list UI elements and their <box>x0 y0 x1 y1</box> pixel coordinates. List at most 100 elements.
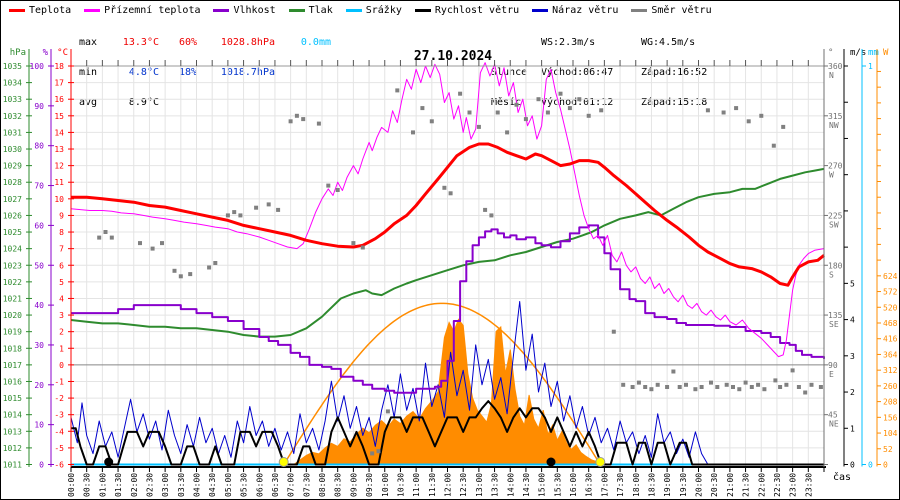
svg-text:100: 100 <box>30 62 45 71</box>
svg-text:60: 60 <box>34 221 44 230</box>
svg-text:20:00: 20:00 <box>695 473 704 497</box>
legend-item-sm-r-v-tru: Směr větru <box>631 5 712 16</box>
svg-text:20: 20 <box>34 381 44 390</box>
svg-text:E: E <box>829 370 834 379</box>
legend-color-dash <box>345 9 362 12</box>
svg-text:03:30: 03:30 <box>177 473 186 497</box>
legend-item-vlhkost: Vlhkost <box>213 5 276 16</box>
svg-text:1014: 1014 <box>3 411 22 420</box>
svg-text:08:00: 08:00 <box>318 473 327 497</box>
svg-text:17:30: 17:30 <box>616 473 625 497</box>
svg-text:15:00: 15:00 <box>538 473 547 497</box>
svg-text:hPa: hPa <box>10 48 26 58</box>
svg-text:10:00: 10:00 <box>381 473 390 497</box>
legend-item-rychlost-v-tru: Rychlost větru <box>414 5 520 16</box>
svg-text:40: 40 <box>34 301 44 310</box>
svg-text:90: 90 <box>34 102 44 111</box>
svg-text:1017: 1017 <box>3 361 22 370</box>
svg-text:4: 4 <box>850 316 855 325</box>
legend-item-label: Vlhkost <box>233 5 276 16</box>
svg-text:09:30: 09:30 <box>365 473 374 497</box>
svg-text:čas: čas <box>833 471 851 483</box>
svg-text:6: 6 <box>59 261 64 270</box>
svg-text:14: 14 <box>54 128 64 137</box>
svg-text:20:30: 20:30 <box>710 473 719 497</box>
svg-text:06:30: 06:30 <box>271 473 280 497</box>
svg-text:30: 30 <box>34 341 44 350</box>
svg-text:16: 16 <box>54 95 64 104</box>
svg-text:-3: -3 <box>54 411 64 420</box>
svg-text:90: 90 <box>828 361 838 370</box>
svg-text:16:30: 16:30 <box>585 473 594 497</box>
svg-text:01:00: 01:00 <box>98 473 107 497</box>
svg-text:7: 7 <box>59 245 64 254</box>
svg-text:1015: 1015 <box>3 394 22 403</box>
svg-text:00:00: 00:00 <box>67 473 76 497</box>
svg-text:2: 2 <box>850 388 855 397</box>
svg-text:05:00: 05:00 <box>224 473 233 497</box>
svg-text:1030: 1030 <box>3 145 22 154</box>
svg-text:W: W <box>829 171 834 180</box>
svg-text:18:00: 18:00 <box>632 473 641 497</box>
max-label: max <box>79 37 98 48</box>
legend: Teplota Přízemní teplota Vlhkost Tlak Srážky… <box>9 5 712 16</box>
svg-text:06:00: 06:00 <box>255 473 264 497</box>
svg-text:21:30: 21:30 <box>742 473 751 497</box>
svg-text:15:30: 15:30 <box>553 473 562 497</box>
svg-text:10:30: 10:30 <box>396 473 405 497</box>
svg-text:1032: 1032 <box>3 112 22 121</box>
svg-text:315: 315 <box>828 112 843 121</box>
svg-text:364: 364 <box>883 350 898 359</box>
svg-text:135: 135 <box>828 311 843 320</box>
svg-text:02:30: 02:30 <box>145 473 154 497</box>
svg-text:07:00: 07:00 <box>287 473 296 497</box>
legend-item-tlak: Tlak <box>288 5 333 16</box>
legend-item-label: Srážky <box>365 5 402 16</box>
svg-text:22:00: 22:00 <box>757 473 766 497</box>
svg-text:19:00: 19:00 <box>663 473 672 497</box>
max-precipitation: 0.0mm <box>300 37 331 48</box>
svg-text:416: 416 <box>883 335 898 344</box>
svg-text:1031: 1031 <box>3 128 22 137</box>
svg-text:°: ° <box>828 48 833 58</box>
svg-text:mm: mm <box>868 48 879 58</box>
svg-text:11:00: 11:00 <box>412 473 421 497</box>
svg-text:5: 5 <box>59 278 64 287</box>
svg-text:1029: 1029 <box>3 162 22 171</box>
svg-text:14:30: 14:30 <box>522 473 531 497</box>
svg-text:09:00: 09:00 <box>349 473 358 497</box>
sun-moon-wind-stats: WS:2.3m/s WG:4.5m/s Slunce Východ:06:47 Záp… <box>491 18 741 128</box>
legend-item-label: Rychlost větru <box>434 5 520 16</box>
svg-text:520: 520 <box>883 303 898 312</box>
svg-text:1018: 1018 <box>3 344 22 353</box>
svg-text:04:30: 04:30 <box>208 473 217 497</box>
svg-text:NW: NW <box>829 121 839 130</box>
svg-text:-2: -2 <box>54 394 64 403</box>
svg-text:1035: 1035 <box>3 62 22 71</box>
svg-text:14:00: 14:00 <box>506 473 515 497</box>
svg-text:3: 3 <box>850 352 855 361</box>
svg-text:468: 468 <box>883 319 898 328</box>
legend-item-label: Přízemní teplota <box>104 5 201 16</box>
svg-text:1024: 1024 <box>3 245 22 254</box>
svg-text:1019: 1019 <box>3 328 22 337</box>
svg-text:9: 9 <box>59 211 64 220</box>
svg-text:52: 52 <box>883 445 893 454</box>
min-temperature: 4.8°C <box>128 67 159 78</box>
svg-text:260: 260 <box>883 382 898 391</box>
svg-text:18:30: 18:30 <box>647 473 656 497</box>
svg-text:312: 312 <box>883 366 898 375</box>
svg-text:18: 18 <box>54 62 64 71</box>
legend-item-label: Teplota <box>29 5 72 16</box>
svg-text:22:30: 22:30 <box>773 473 782 497</box>
svg-text:00:30: 00:30 <box>83 473 92 497</box>
svg-text:1: 1 <box>850 424 855 433</box>
svg-text:0: 0 <box>868 461 873 470</box>
svg-text:45: 45 <box>828 411 838 420</box>
svg-text:1012: 1012 <box>3 444 22 453</box>
svg-text:8: 8 <box>59 228 64 237</box>
svg-text:13: 13 <box>54 145 64 154</box>
svg-text:1016: 1016 <box>3 377 22 386</box>
moon-row: Měsíc Východ:01:12 Západ:15:18 <box>491 98 741 108</box>
svg-text:5: 5 <box>850 279 855 288</box>
